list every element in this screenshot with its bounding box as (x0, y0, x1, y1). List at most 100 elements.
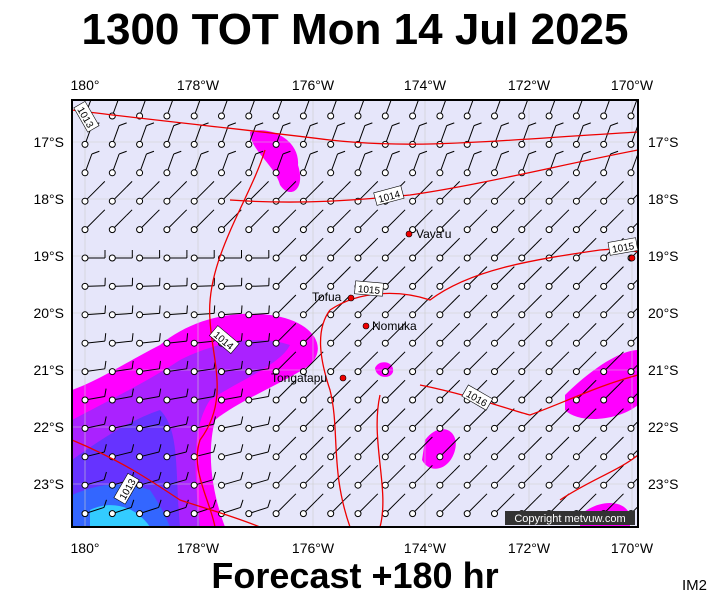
wind-barb (299, 323, 324, 347)
barb-station (245, 424, 253, 432)
wind-barb (436, 379, 461, 404)
wind-barb (81, 305, 107, 319)
barb-station (518, 396, 526, 404)
barb-feather (317, 493, 324, 500)
barb-station (409, 226, 417, 234)
barb-feather (371, 351, 379, 358)
barb-station (218, 311, 225, 319)
wind-barb (245, 277, 270, 290)
barb-feather (453, 493, 461, 500)
barb-station (327, 481, 335, 489)
barb-station (627, 282, 635, 290)
barb-station (163, 169, 171, 177)
lon-label-bottom: 176°W (292, 540, 335, 556)
barb-station (163, 339, 171, 347)
barb-feather (267, 416, 271, 425)
barb-feather (262, 181, 269, 188)
barb-feather (501, 94, 509, 97)
wind-barb (327, 323, 351, 347)
barb-station (545, 481, 553, 489)
wind-barb (545, 436, 570, 461)
barb-feather (399, 209, 406, 216)
place-label: Tongatapu (271, 371, 327, 385)
place-marker (405, 230, 413, 238)
barb-station (572, 424, 580, 432)
barb-station (108, 481, 116, 489)
barb-station (190, 282, 198, 290)
lat-label-left: 21°S (33, 362, 64, 378)
wind-barb (81, 277, 106, 290)
barb-station (572, 282, 580, 290)
wind-barb (272, 379, 297, 404)
barb-feather (645, 267, 651, 273)
barb-feather (289, 323, 297, 330)
wind-barb (518, 266, 542, 290)
barb-station (381, 169, 389, 177)
barb-station (409, 112, 417, 120)
barb-feather (590, 237, 597, 245)
barb-feather (317, 379, 324, 387)
barb-station (327, 424, 335, 432)
wind-barb (436, 408, 461, 432)
wind-barb (218, 250, 242, 262)
wind-barb (299, 351, 324, 376)
wind-barb (545, 150, 564, 177)
barb-station (272, 282, 280, 290)
lat-label-right: 18°S (648, 191, 679, 207)
wind-barb (218, 471, 244, 489)
barb-station (463, 481, 471, 489)
barb-feather (186, 305, 188, 314)
barb-station (354, 339, 362, 347)
barb-feather (535, 237, 542, 245)
wind-barb (245, 360, 271, 376)
barb-station (409, 282, 417, 290)
barb-station (354, 226, 362, 234)
wind-barb (81, 388, 107, 404)
barb-station (354, 510, 362, 518)
barb-station (136, 197, 144, 205)
barb-feather (480, 237, 488, 245)
wind-barb (600, 323, 624, 347)
barb-feather (317, 351, 324, 358)
isobar-value: 1015 (611, 241, 635, 256)
barb-feather (289, 266, 297, 273)
wind-barb (163, 360, 189, 376)
barb-feather (453, 408, 461, 415)
barb-station (545, 396, 553, 404)
barb-feather (338, 94, 346, 97)
wind-barb (136, 122, 155, 148)
wind-barb (600, 266, 624, 290)
barb-feather (371, 379, 379, 387)
barb-feather (289, 237, 297, 245)
wind-barb (436, 323, 461, 347)
barb-feather (508, 493, 515, 500)
barb-feather (344, 379, 351, 387)
barb-station (163, 140, 171, 148)
barb-station (136, 453, 144, 461)
barb-station (299, 453, 307, 461)
wind-barb (136, 181, 160, 205)
barb-station (381, 510, 389, 518)
isobar-label-box (373, 185, 405, 206)
barb-feather (268, 360, 271, 369)
wind-barb (327, 493, 351, 518)
wind-barb (627, 153, 638, 177)
barb-station (327, 282, 335, 290)
lat-label-left: 23°S (33, 476, 64, 492)
barb-station (381, 339, 389, 347)
wind-barb (299, 237, 324, 262)
barb-station (272, 226, 280, 234)
wind-barb (491, 122, 510, 148)
wind-barb (136, 277, 161, 290)
wind-barb (299, 150, 318, 177)
barb-station (600, 311, 608, 319)
barb-station (436, 396, 444, 404)
wind-barb (491, 181, 515, 205)
barb-feather (562, 465, 570, 472)
barb-station (354, 311, 362, 319)
barb-station (299, 254, 307, 262)
barb-feather (371, 465, 379, 472)
wind-barb (354, 408, 379, 432)
wind-barb (299, 379, 324, 404)
